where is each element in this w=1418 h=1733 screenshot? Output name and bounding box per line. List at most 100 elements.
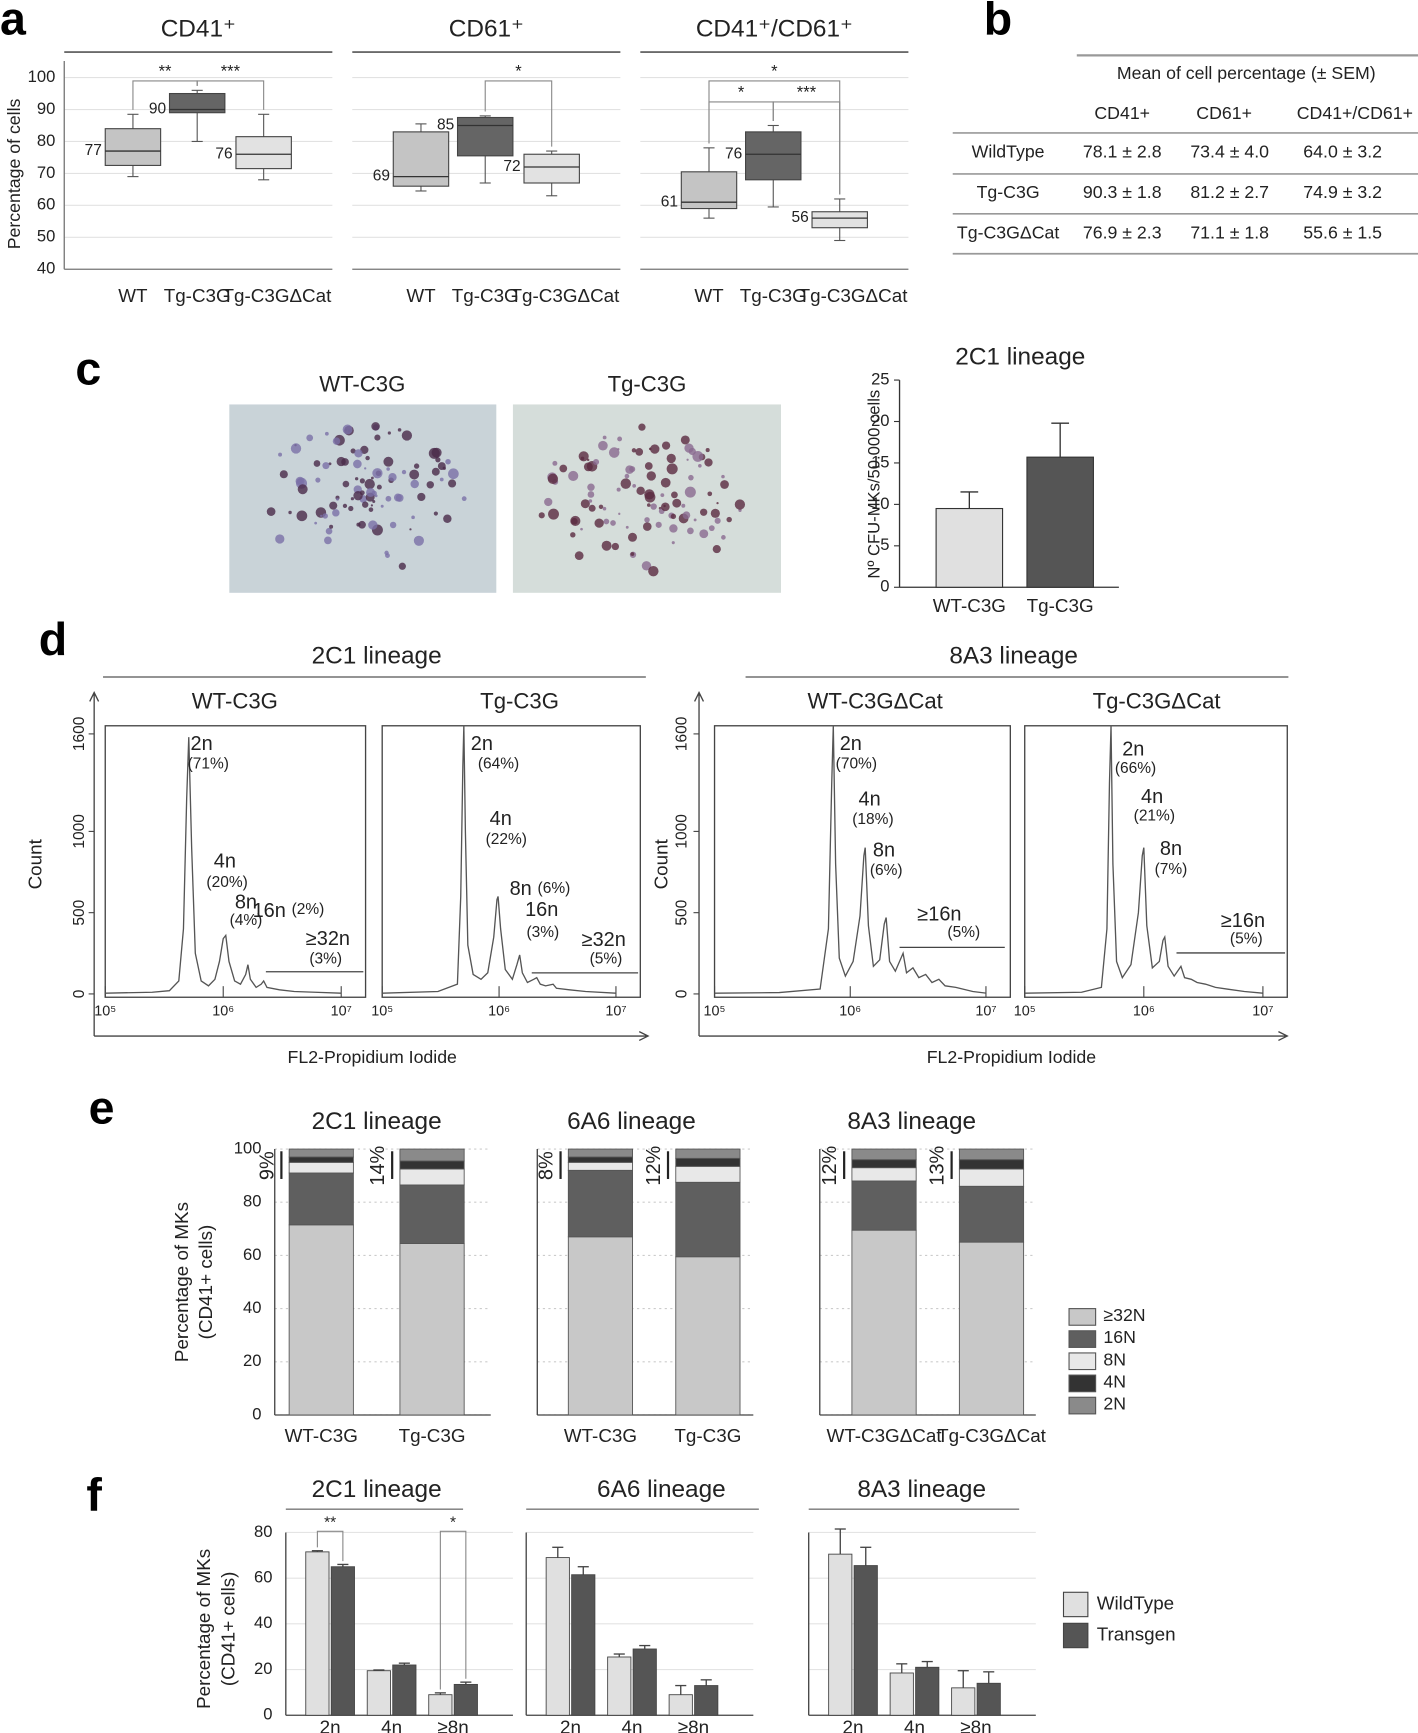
table-cell: 73.4 ± 4.0 (1190, 142, 1269, 162)
bar (392, 1664, 417, 1716)
peak-label: ≥16n (1221, 910, 1265, 932)
cell-dot (266, 507, 276, 516)
legend-swatch (1068, 1374, 1097, 1393)
x-tick-label: Tg-C3GΔCat (511, 285, 621, 306)
cell-dot (332, 437, 341, 445)
table-row-label: Tg-C3GΔCat (957, 222, 1059, 242)
bar-segment (958, 1185, 1025, 1243)
significance-label: * (738, 82, 745, 101)
y-tick-label: 1000 (71, 814, 88, 849)
cell-dot (580, 499, 590, 509)
legend-label: 4N (1103, 1372, 1126, 1392)
y-tick-label: 50 (37, 227, 55, 246)
x-tick-label: 10⁵ (94, 1003, 116, 1019)
cell-dot (670, 513, 677, 520)
x-tick-label: 10⁶ (839, 1003, 861, 1019)
peak-label: (64%) (478, 756, 519, 773)
cell-dot (650, 444, 660, 454)
cell-dot (704, 458, 713, 467)
peak-label: 16n (253, 900, 286, 922)
cell-dot (712, 544, 721, 554)
cell-dot (661, 441, 671, 450)
cell-dot (388, 473, 397, 482)
x-axis-label: FL2-Propidium Iodide (288, 1047, 458, 1067)
cell-dot (620, 478, 632, 489)
cell-dot (684, 443, 694, 453)
cell-dot (336, 497, 339, 501)
bar (366, 1670, 391, 1716)
x-tick-label: WT-C3G (933, 595, 1006, 616)
x-tick-label: 10⁷ (1252, 1003, 1273, 1019)
cell-dot (592, 458, 600, 466)
cell-dot (587, 491, 595, 498)
x-tick-label: Tg-C3GΔCat (937, 1425, 1047, 1446)
cell-dot (544, 497, 553, 507)
legend-swatch (1068, 1330, 1097, 1348)
cell-dot (428, 447, 440, 459)
cell-dot (602, 506, 607, 511)
cell-dot (705, 448, 710, 453)
y-axis-label: Percentage of cells (4, 98, 24, 249)
y-tick-label: 100 (28, 67, 56, 86)
cell-dot (315, 477, 321, 483)
peak-label: 2n (471, 733, 493, 755)
peak-label: 2n (840, 733, 862, 755)
plot-frame (104, 725, 367, 998)
bar-segment (567, 1161, 634, 1171)
significance-bracket (484, 80, 553, 147)
cell-dot (288, 510, 292, 515)
cell-dot (726, 516, 732, 523)
chart-title: CD61⁺ (449, 15, 524, 42)
bar (976, 1682, 1001, 1716)
legend-swatch (1062, 1622, 1089, 1649)
bar-segment (288, 1224, 354, 1416)
legend-label: 16N (1103, 1327, 1136, 1347)
cell-dot (314, 521, 318, 525)
cell-dot (629, 466, 636, 473)
table-row-label: Tg-C3G (977, 182, 1040, 202)
y-tick-label: 60 (37, 195, 55, 214)
cell-dot (341, 458, 349, 466)
cell-dot (386, 467, 390, 471)
table-cell: 81.2 ± 2.7 (1190, 182, 1269, 202)
cell-dot (672, 498, 682, 508)
cell-dot (324, 431, 329, 436)
y-tick-label: 80 (243, 1192, 261, 1211)
cell-dot (342, 503, 348, 509)
bar-segment (851, 1229, 917, 1416)
x-tick-label: ≥8n (678, 1717, 709, 1733)
cell-dot (598, 504, 604, 510)
x-tick-label: WT (406, 285, 436, 306)
cell-dot (365, 455, 370, 461)
cell-dot (687, 527, 694, 535)
table-column-header: CD61+ (1196, 103, 1252, 123)
cell-dot (370, 504, 374, 507)
y-axis (89, 691, 100, 1037)
cell-dot (644, 517, 650, 523)
box (811, 211, 868, 229)
box (745, 131, 802, 181)
box (104, 128, 162, 166)
peak-label: (18%) (852, 811, 893, 828)
image-label: Tg-C3G (608, 371, 687, 396)
table-column-header: CD41+ (1094, 103, 1150, 123)
cell-dot (435, 457, 441, 463)
cell-dot (574, 551, 584, 561)
table-cell: 55.6 ± 1.5 (1303, 222, 1382, 242)
cell-dot (548, 508, 559, 520)
cell-dot (350, 497, 354, 501)
legend-swatch (1068, 1308, 1097, 1326)
cell-dot (671, 491, 678, 499)
cell-dot (583, 462, 593, 472)
x-tick-label: 4n (622, 1717, 643, 1733)
x-tick-label: 10⁷ (331, 1003, 352, 1019)
cell-dot (580, 456, 585, 461)
bar (330, 1566, 355, 1716)
cell-dot (603, 518, 610, 525)
median-label: 69 (373, 168, 390, 185)
x-tick-label: WT (118, 285, 148, 306)
y-tick-label: 40 (254, 1613, 272, 1632)
y-tick-label: 0 (263, 1705, 272, 1724)
peak-label: (71%) (188, 756, 229, 773)
